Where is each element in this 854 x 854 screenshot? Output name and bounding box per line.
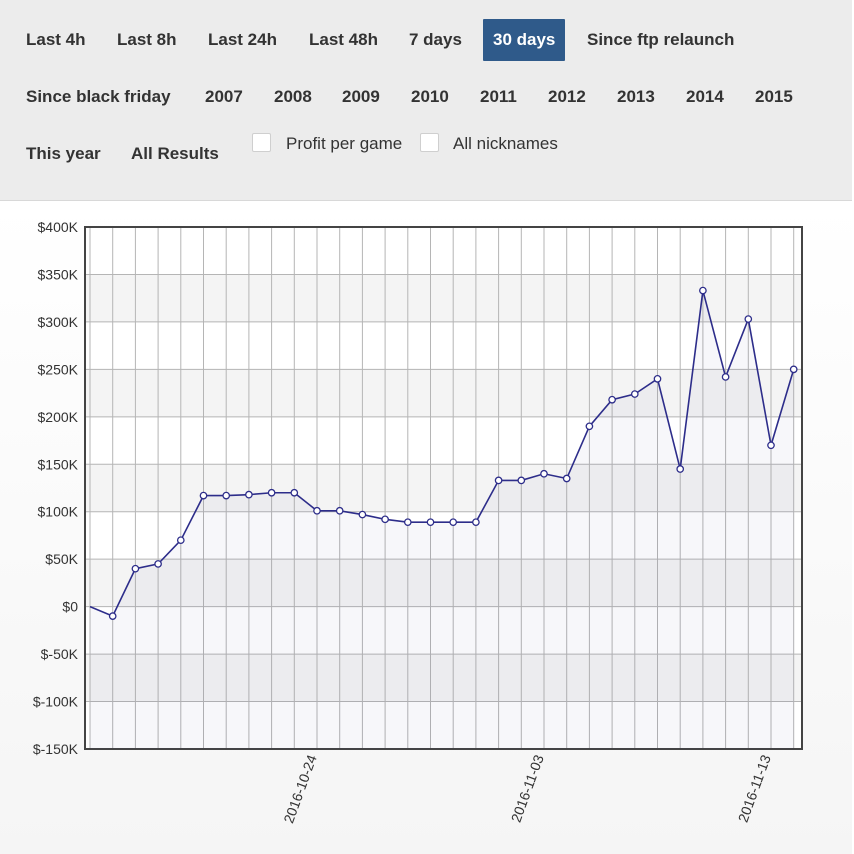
y-tick-label: $-150K [33, 741, 79, 757]
y-tick-label: $350K [38, 266, 79, 282]
x-tick-label: 2016-10-24 [280, 752, 320, 825]
range-button-last-24h[interactable]: Last 24h [208, 30, 277, 49]
data-point [290, 488, 299, 497]
data-point [585, 422, 594, 431]
data-point [267, 488, 276, 497]
data-point [426, 518, 435, 527]
data-point [608, 395, 616, 404]
range-button-2011[interactable]: 2011 [480, 87, 517, 106]
profit-per-game-label[interactable]: Profit per game [286, 134, 403, 153]
data-point [245, 490, 253, 499]
plot-frame [84, 226, 803, 750]
data-point [358, 510, 367, 519]
plot-band [85, 701, 802, 749]
data-point [767, 441, 775, 450]
range-button-2015[interactable]: 2015 [755, 87, 793, 106]
data-point [789, 365, 798, 374]
data-point [199, 491, 208, 500]
data-point [154, 560, 162, 568]
range-button-since-black-friday[interactable]: Since black friday [26, 87, 171, 106]
range-button-last-48h[interactable]: Last 48h [309, 30, 378, 49]
plot-band [85, 369, 802, 417]
range-button-2009[interactable]: 2009 [342, 87, 380, 106]
y-tick-label: $150K [38, 456, 79, 472]
data-point [335, 506, 344, 515]
range-button-2007[interactable]: 2007 [205, 87, 243, 106]
data-point [381, 515, 389, 524]
plot-band [85, 274, 802, 322]
data-point [494, 476, 503, 485]
data-point [699, 286, 707, 295]
x-tick-label: 2016-11-13 [735, 752, 774, 824]
profit-per-game-checkbox[interactable] [252, 133, 271, 152]
profit-line-chart: $-150K $-100K $-50K $0 $50K $100K $150K $200K $2… [33, 219, 803, 825]
plot-band [85, 464, 802, 512]
plot-band [85, 511, 802, 560]
y-tick-label: $0 [62, 599, 78, 615]
range-button-2010[interactable]: 2010 [411, 87, 449, 106]
plot-band [85, 654, 802, 702]
data-point [653, 375, 662, 383]
data-point [403, 518, 412, 527]
y-tick-label: $50K [45, 551, 78, 567]
y-tick-label: $100K [38, 504, 79, 520]
data-point [176, 536, 185, 545]
y-tick-label: $-100K [33, 694, 79, 710]
plot-band [85, 559, 802, 607]
series-area [90, 290, 794, 749]
range-button-since-ftp-relaunch[interactable]: Since ftp relaunch [587, 30, 735, 49]
data-point [540, 469, 548, 478]
y-tick-label: $250K [38, 361, 79, 377]
range-button-2012[interactable]: 2012 [548, 87, 586, 106]
data-point [676, 465, 685, 473]
y-tick-label: $300K [38, 314, 79, 330]
data-point [131, 564, 140, 573]
plot-band [85, 227, 802, 275]
range-button-this-year[interactable]: This year [26, 144, 101, 163]
data-point [449, 518, 458, 527]
x-tick-label: 2016-11-03 [508, 752, 547, 824]
data-point [721, 373, 730, 381]
data-point [313, 506, 321, 515]
range-button-7-days[interactable]: 7 days [409, 30, 462, 49]
range-button-all-results[interactable]: All Results [131, 144, 219, 163]
all-nicknames-checkbox[interactable] [420, 133, 439, 152]
y-tick-label: $-50K [41, 646, 79, 662]
data-point [517, 476, 526, 485]
all-nicknames-label[interactable]: All nicknames [453, 134, 558, 153]
data-point [744, 315, 753, 323]
range-button-last-4h[interactable]: Last 4h [26, 30, 86, 49]
data-point [222, 491, 231, 500]
y-tick-label: $200K [38, 409, 79, 425]
plot-band [85, 321, 802, 370]
range-button-2013[interactable]: 2013 [617, 87, 655, 106]
range-button-2008[interactable]: 2008 [274, 87, 312, 106]
data-point [108, 612, 117, 620]
filter-panel: Last 4h Last 8h Last 24h Last 48h 7 days 30 d… [0, 0, 852, 201]
y-tick-label: $400K [38, 219, 79, 235]
data-point [630, 390, 639, 398]
plot-band [85, 606, 802, 655]
range-button-30-days[interactable]: 30 days [483, 19, 566, 61]
range-button-last-8h[interactable]: Last 8h [117, 30, 177, 49]
range-button-2014[interactable]: 2014 [686, 87, 724, 106]
data-point [472, 518, 480, 527]
data-point [562, 474, 571, 483]
